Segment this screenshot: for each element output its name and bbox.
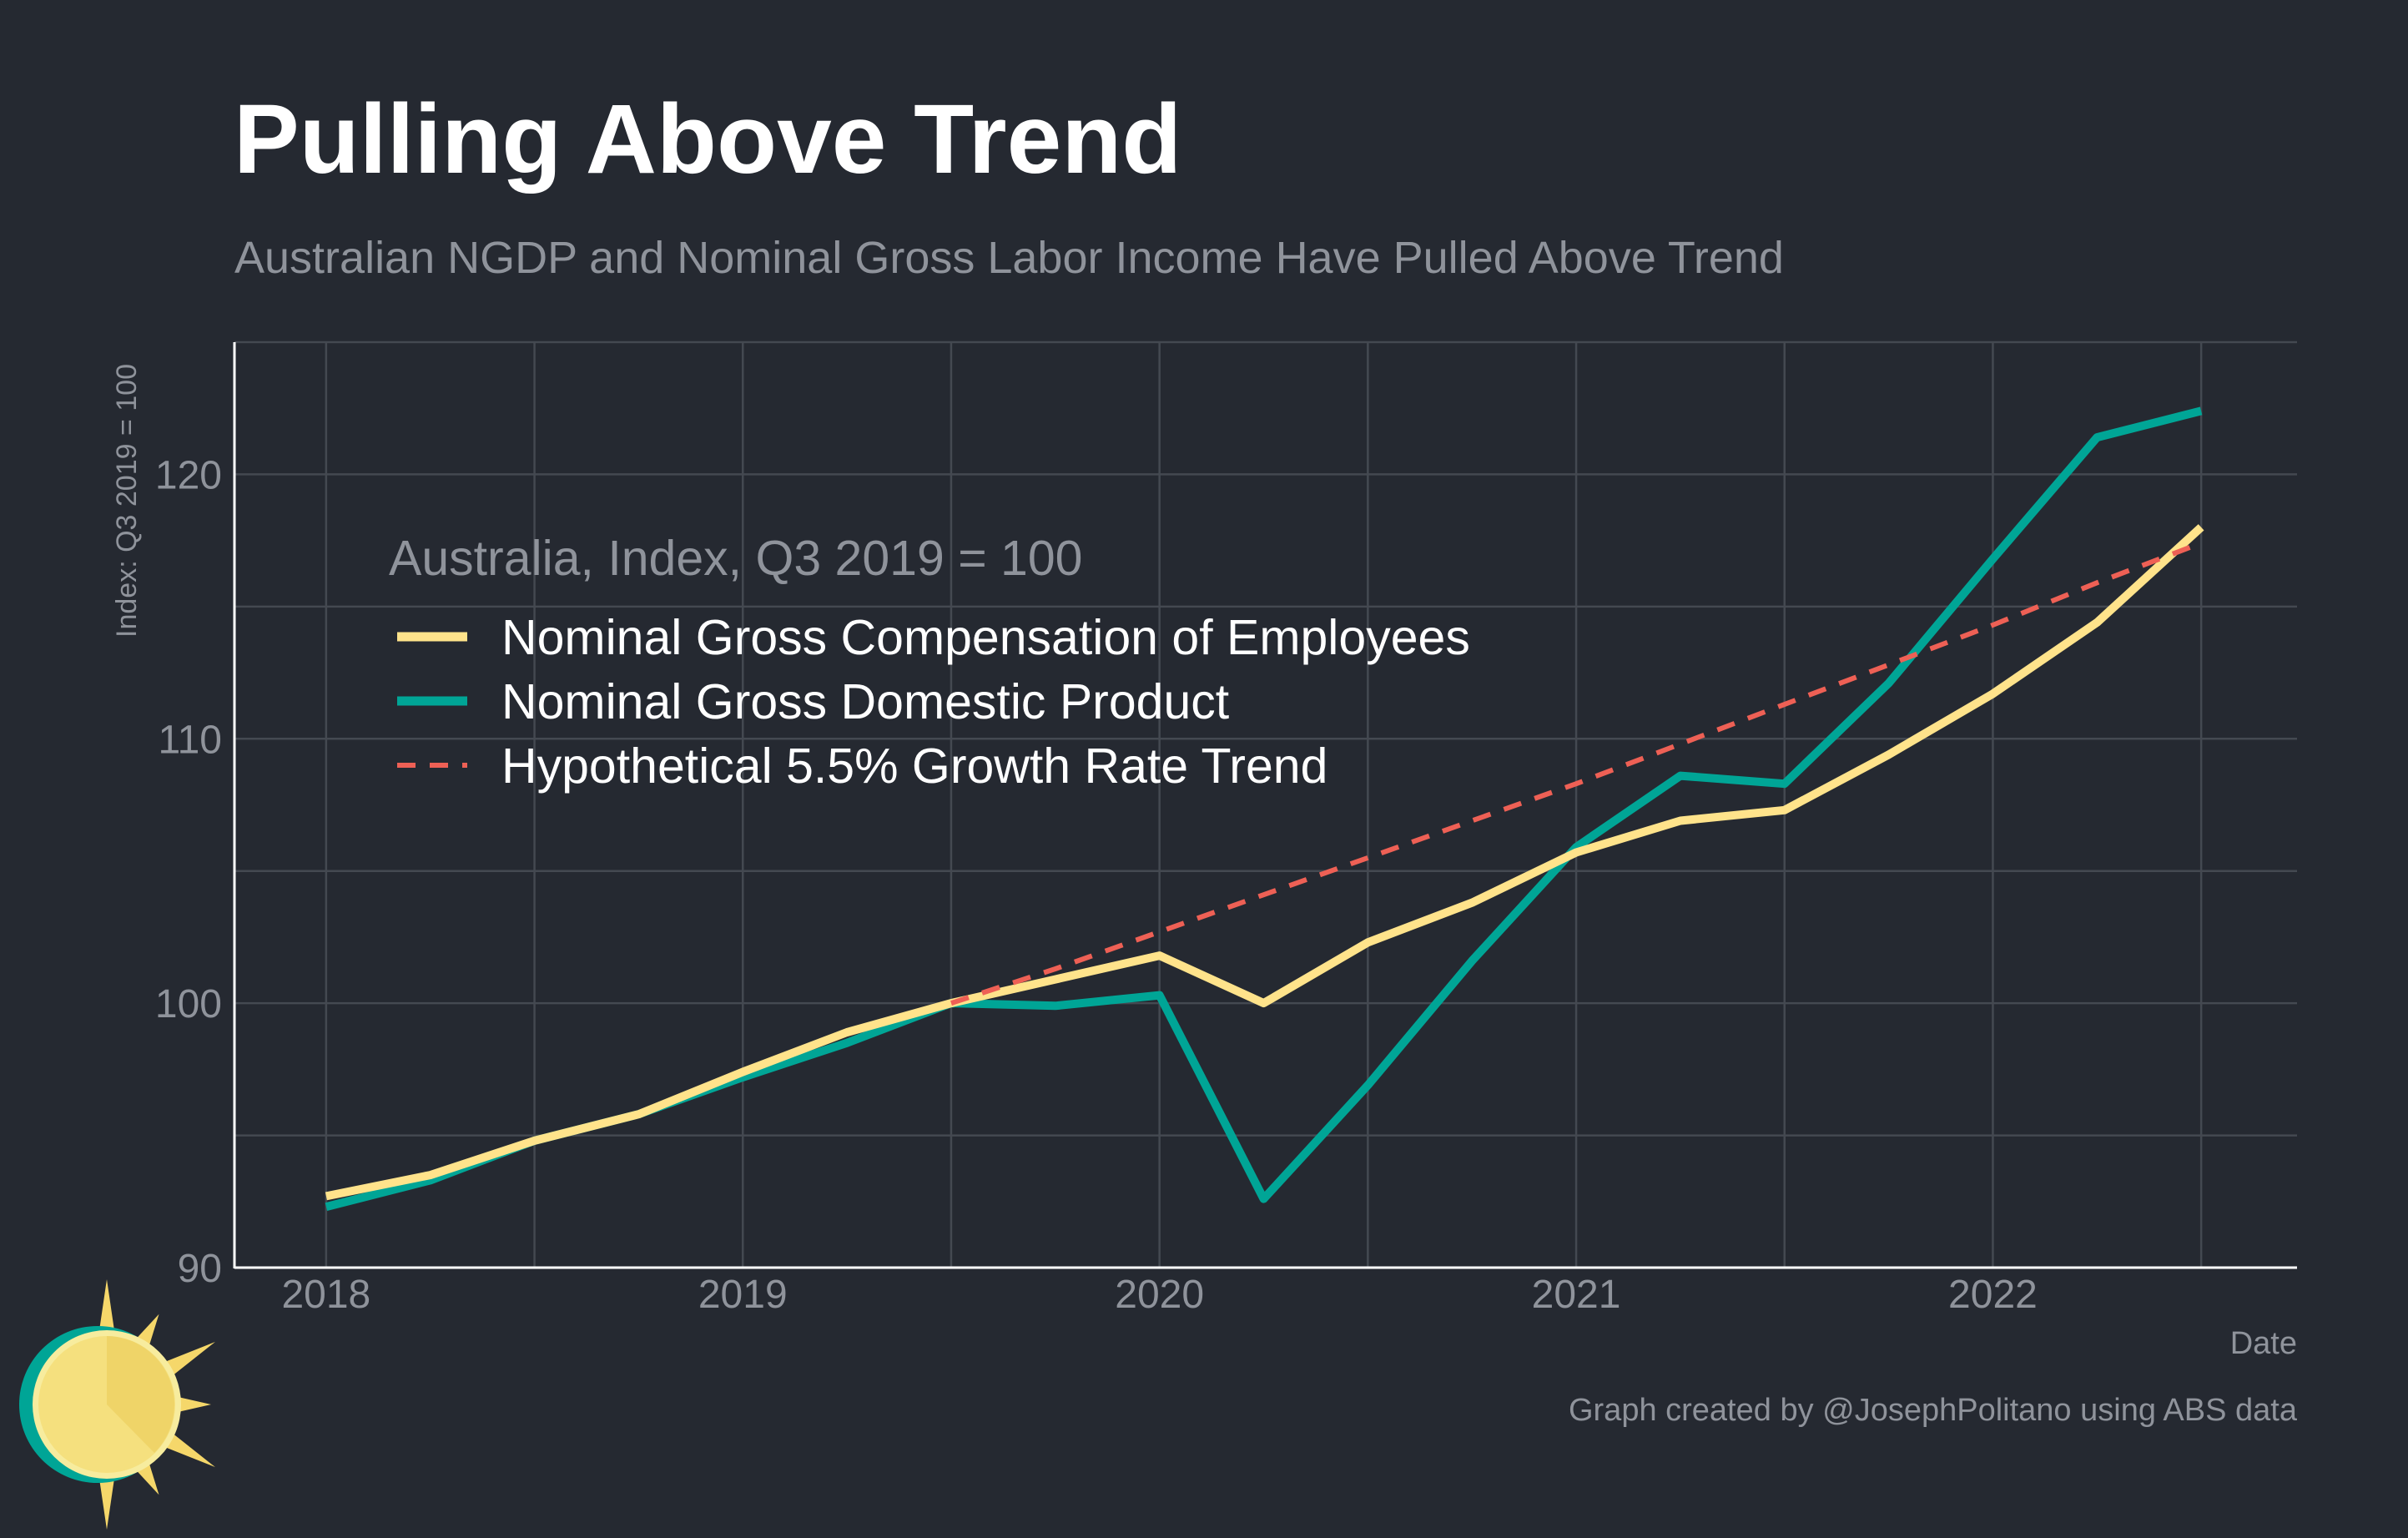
y-tick-label: 100 bbox=[155, 982, 222, 1026]
logo-ray bbox=[159, 1430, 215, 1467]
x-tick-label: 2020 bbox=[1115, 1273, 1204, 1317]
x-tick-label: 2018 bbox=[281, 1273, 370, 1317]
legend-title: Australia, Index, Q3 2019 = 100 bbox=[389, 531, 1082, 586]
chart-subtitle: Australian NGDP and Nominal Gross Labor … bbox=[234, 233, 1784, 283]
logo-ray bbox=[98, 1470, 116, 1530]
y-tick-label: 120 bbox=[155, 453, 222, 497]
logo-ray bbox=[159, 1342, 215, 1379]
legend: Australia, Index, Q3 2019 = 100 Nominal … bbox=[389, 531, 1470, 794]
source-credit: Graph created by @JosephPolitano using A… bbox=[1569, 1393, 2298, 1428]
logo-ray bbox=[98, 1279, 116, 1339]
sun-logo-icon bbox=[19, 1279, 215, 1530]
y-tick-label: 90 bbox=[178, 1247, 222, 1291]
series-line-hypothetical-5-5-growth-rate-trend bbox=[950, 540, 2203, 1006]
y-tick-labels: 90 100 110 120 bbox=[155, 453, 222, 1291]
chart-title: Pulling Above Trend bbox=[234, 84, 1182, 194]
series-layer bbox=[325, 406, 2204, 1211]
logo-ray bbox=[173, 1395, 211, 1414]
logo-shade bbox=[107, 1336, 175, 1453]
x-tick-label: 2022 bbox=[1948, 1273, 2038, 1317]
y-axis-label: Index: Q3 2019 = 100 bbox=[111, 364, 143, 638]
x-tick-labels: 2018 2019 2020 2021 2022 bbox=[281, 1273, 2037, 1317]
legend-label: Nominal Gross Domestic Product bbox=[501, 674, 1229, 729]
x-tick-label: 2021 bbox=[1532, 1273, 1621, 1317]
x-tick-label: 2019 bbox=[698, 1273, 788, 1317]
y-tick-label: 110 bbox=[158, 718, 222, 762]
series-line-nominal-gross-compensation-of-employees bbox=[325, 524, 2204, 1201]
vertical-gridlines bbox=[325, 342, 2203, 1268]
legend-label: Hypothetical 5.5% Growth Rate Trend bbox=[501, 739, 1327, 794]
x-axis-label: Date bbox=[2230, 1326, 2297, 1361]
legend-label: Nominal Gross Compensation of Employees bbox=[501, 610, 1470, 665]
